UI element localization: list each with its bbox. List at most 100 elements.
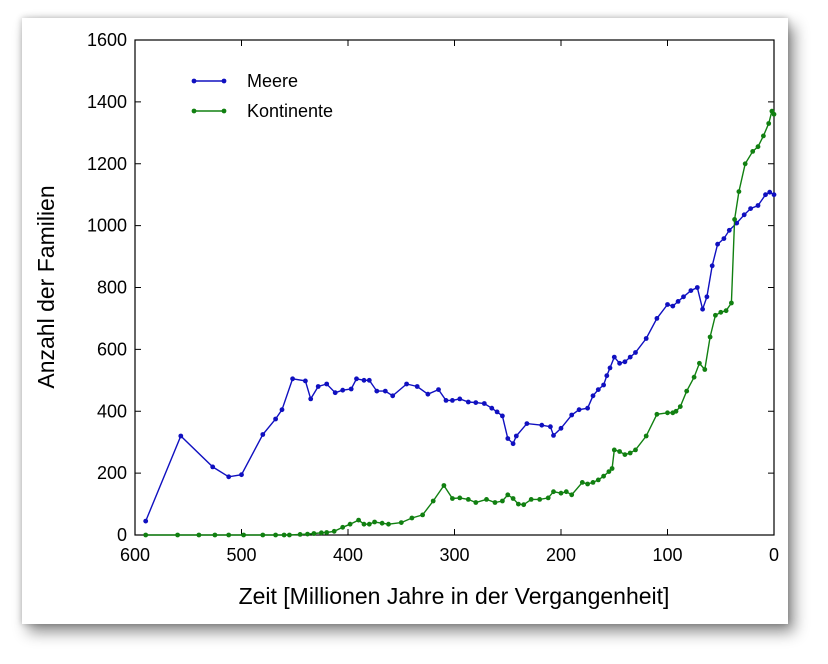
data-point-meere (617, 360, 622, 366)
data-point-meere (513, 433, 519, 439)
data-point-meere (324, 381, 330, 387)
data-point-kontinente (260, 532, 266, 538)
legend-marker-meere (221, 78, 227, 84)
data-point-kontinente (755, 144, 761, 150)
data-point-meere (374, 388, 380, 394)
data-point-kontinente (611, 447, 617, 453)
data-point-meere (481, 401, 487, 406)
y-axis: 0 200 400 600 800 1000 1200 1400 1600 (87, 30, 774, 545)
data-point-meere (354, 376, 359, 382)
data-point-meere (279, 407, 285, 413)
data-point-kontinente (718, 309, 724, 315)
data-point-meere (622, 359, 628, 365)
y-tick-label: 1200 (87, 154, 127, 174)
data-point-meere (505, 436, 511, 441)
data-point-kontinente (595, 477, 601, 483)
series-kontinente (143, 108, 777, 538)
data-point-meere (767, 189, 773, 195)
data-point-kontinente (409, 515, 415, 521)
data-point-kontinente (606, 469, 612, 474)
data-point-meere (332, 390, 338, 396)
data-point-kontinente (372, 519, 377, 525)
data-point-meere (548, 424, 553, 430)
data-point-kontinente (545, 495, 551, 501)
data-point-meere (366, 377, 372, 383)
data-point-meere (704, 294, 710, 300)
data-point-meere (361, 377, 367, 383)
data-point-kontinente (673, 408, 679, 414)
data-point-kontinente (691, 374, 697, 380)
data-point-meere (436, 387, 441, 392)
data-point-meere (576, 407, 582, 413)
x-tick-label: 400 (333, 545, 363, 565)
data-point-kontinente (528, 497, 534, 502)
data-point-kontinente (732, 217, 737, 222)
data-point-meere (425, 391, 431, 397)
data-point-meere (315, 384, 321, 389)
data-point-meere (763, 192, 768, 198)
data-point-meere (755, 203, 761, 208)
data-point-meere (604, 373, 610, 379)
data-point-kontinente (420, 512, 425, 518)
data-point-kontinente (366, 521, 372, 527)
data-point-meere (473, 400, 479, 405)
data-point-kontinente (643, 433, 649, 439)
data-point-meere (390, 393, 396, 399)
data-point-kontinente (492, 500, 498, 505)
data-point-meere (627, 354, 633, 360)
data-point-kontinente (558, 490, 564, 496)
data-point-kontinente (537, 497, 543, 502)
legend-marker-meere (191, 78, 197, 84)
x-tick-label: 500 (226, 545, 256, 565)
y-tick-label: 200 (97, 463, 127, 483)
data-point-kontinente (677, 404, 683, 409)
data-point-meere (539, 422, 545, 428)
data-point-kontinente (398, 520, 404, 525)
data-point-meere (450, 398, 455, 403)
data-point-meere (290, 376, 295, 382)
data-point-kontinente (585, 481, 590, 487)
y-tick-label: 0 (117, 525, 127, 545)
data-point-kontinente (729, 300, 734, 306)
y-tick-label: 1600 (87, 30, 127, 50)
data-point-kontinente (241, 532, 247, 538)
figure-card: 600 500 400 300 200 100 0 0 200 400 600 800 1000 120… (22, 18, 788, 624)
data-point-meere (494, 409, 500, 415)
data-point-kontinente (356, 517, 361, 523)
data-point-kontinente (601, 473, 606, 479)
legend-marker-kontinente (221, 108, 227, 114)
data-point-meere (721, 236, 727, 242)
data-point-kontinente (386, 521, 391, 527)
data-point-kontinente (569, 492, 575, 498)
x-axis-title: Zeit [Millionen Jahre in der Vergangenhe… (239, 583, 670, 609)
data-point-kontinente (281, 532, 287, 538)
data-point-meere (726, 227, 732, 233)
data-point-kontinente (500, 498, 505, 504)
data-point-kontinente (324, 530, 330, 535)
data-point-kontinente (311, 531, 317, 536)
data-point-kontinente (609, 466, 615, 471)
x-tick-label: 0 (769, 545, 779, 565)
y-tick-label: 600 (97, 339, 127, 359)
legend-label-kontinente: Kontinente (247, 101, 333, 121)
data-point-meere (524, 421, 530, 426)
data-point-meere (585, 405, 590, 411)
data-point-kontinente (579, 480, 585, 485)
data-point-meere (551, 433, 556, 438)
data-point-kontinente (319, 530, 324, 536)
data-point-kontinente (457, 495, 463, 501)
data-point-kontinente (713, 312, 718, 318)
data-point-kontinente (347, 521, 353, 527)
data-point-kontinente (465, 497, 471, 502)
data-point-kontinente (750, 149, 756, 154)
series-meere (143, 189, 777, 524)
data-point-meere (595, 387, 601, 392)
data-point-kontinente (590, 480, 596, 485)
data-point-kontinente (305, 531, 310, 537)
data-point-meere (178, 433, 184, 439)
data-point-meere (741, 212, 747, 218)
y-tick-label: 800 (97, 278, 127, 298)
data-point-meere (611, 354, 617, 360)
x-tick-label: 100 (652, 545, 682, 565)
data-point-kontinente (617, 449, 622, 454)
